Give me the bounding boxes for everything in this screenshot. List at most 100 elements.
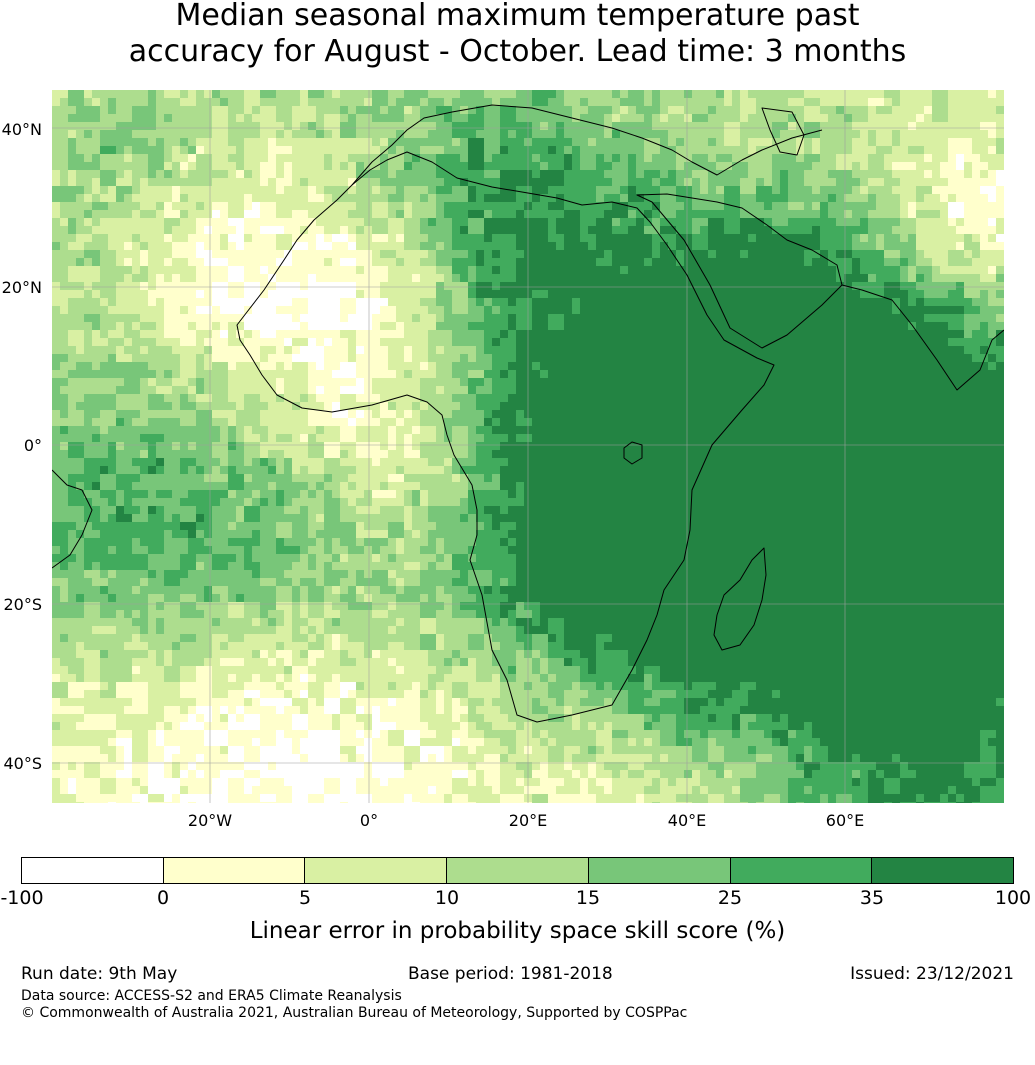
grid-cell bbox=[436, 234, 444, 242]
grid-cell bbox=[716, 410, 724, 418]
grid-cell bbox=[804, 258, 812, 266]
grid-cell bbox=[340, 162, 348, 170]
grid-cell bbox=[380, 378, 388, 386]
grid-cell bbox=[684, 138, 692, 146]
grid-cell bbox=[780, 90, 788, 98]
grid-cell bbox=[124, 138, 132, 146]
grid-cell bbox=[628, 338, 636, 346]
grid-cell bbox=[540, 250, 548, 258]
grid-cell bbox=[188, 130, 196, 138]
grid-cell bbox=[284, 378, 292, 386]
grid-cell bbox=[236, 386, 244, 394]
grid-cell bbox=[172, 90, 180, 98]
grid-cell bbox=[420, 282, 428, 290]
grid-cell bbox=[844, 418, 852, 426]
grid-cell bbox=[132, 386, 140, 394]
grid-cell bbox=[772, 170, 780, 178]
grid-cell bbox=[180, 178, 188, 186]
grid-cell bbox=[268, 266, 276, 274]
grid-cell bbox=[708, 114, 716, 122]
grid-cell bbox=[828, 330, 836, 338]
grid-cell bbox=[684, 226, 692, 234]
grid-cell bbox=[924, 410, 932, 418]
grid-cell bbox=[452, 394, 460, 402]
grid-cell bbox=[860, 130, 868, 138]
grid-cell bbox=[436, 162, 444, 170]
grid-cell bbox=[412, 170, 420, 178]
grid-cell bbox=[212, 402, 220, 410]
grid-cell bbox=[948, 402, 956, 410]
grid-cell bbox=[364, 370, 372, 378]
grid-cell bbox=[372, 354, 380, 362]
grid-cell bbox=[804, 338, 812, 346]
grid-cell bbox=[476, 266, 484, 274]
grid-cell bbox=[284, 178, 292, 186]
grid-cell bbox=[548, 114, 556, 122]
grid-cell bbox=[380, 226, 388, 234]
grid-cell bbox=[532, 394, 540, 402]
grid-cell bbox=[52, 106, 60, 114]
grid-cell bbox=[676, 298, 684, 306]
grid-cell bbox=[628, 354, 636, 362]
grid-cell bbox=[716, 322, 724, 330]
grid-cell bbox=[684, 378, 692, 386]
grid-cell bbox=[804, 178, 812, 186]
grid-cell bbox=[836, 410, 844, 418]
grid-cell bbox=[788, 146, 796, 154]
grid-cell bbox=[492, 170, 500, 178]
grid-cell bbox=[228, 386, 236, 394]
grid-cell bbox=[652, 186, 660, 194]
grid-cell bbox=[756, 194, 764, 202]
grid-cell bbox=[156, 314, 164, 322]
grid-cell bbox=[636, 410, 644, 418]
grid-cell bbox=[308, 370, 316, 378]
grid-cell bbox=[164, 354, 172, 362]
grid-cell bbox=[180, 282, 188, 290]
grid-cell bbox=[588, 250, 596, 258]
grid-cell bbox=[988, 314, 996, 322]
grid-cell bbox=[252, 282, 260, 290]
grid-cell bbox=[860, 410, 868, 418]
grid-cell bbox=[516, 402, 524, 410]
grid-cell bbox=[132, 186, 140, 194]
grid-cell bbox=[500, 106, 508, 114]
grid-cell bbox=[172, 210, 180, 218]
grid-cell bbox=[716, 106, 724, 114]
grid-cell bbox=[348, 130, 356, 138]
grid-cell bbox=[108, 266, 116, 274]
grid-cell bbox=[492, 410, 500, 418]
grid-cell bbox=[476, 154, 484, 162]
grid-cell bbox=[908, 234, 916, 242]
grid-cell bbox=[964, 90, 972, 98]
grid-cell bbox=[180, 298, 188, 306]
grid-cell bbox=[940, 242, 948, 250]
grid-cell bbox=[428, 306, 436, 314]
grid-cell bbox=[140, 194, 148, 202]
grid-cell bbox=[76, 122, 84, 130]
grid-cell bbox=[708, 298, 716, 306]
grid-cell bbox=[220, 90, 228, 98]
grid-cell bbox=[900, 314, 908, 322]
grid-cell bbox=[604, 234, 612, 242]
grid-cell bbox=[764, 330, 772, 338]
grid-cell bbox=[596, 282, 604, 290]
grid-cell bbox=[764, 170, 772, 178]
grid-cell bbox=[636, 138, 644, 146]
grid-cell bbox=[924, 186, 932, 194]
grid-cell bbox=[716, 250, 724, 258]
grid-cell bbox=[60, 354, 68, 362]
grid-cell bbox=[780, 122, 788, 130]
grid-cell bbox=[212, 114, 220, 122]
grid-cell bbox=[948, 186, 956, 194]
grid-cell bbox=[540, 258, 548, 266]
grid-cell bbox=[452, 338, 460, 346]
grid-cell bbox=[388, 290, 396, 298]
grid-cell bbox=[652, 146, 660, 154]
grid-cell bbox=[508, 130, 516, 138]
grid-cell bbox=[940, 122, 948, 130]
grid-cell bbox=[68, 354, 76, 362]
grid-cell bbox=[428, 322, 436, 330]
grid-cell bbox=[556, 234, 564, 242]
grid-cell bbox=[916, 354, 924, 362]
grid-cell bbox=[500, 250, 508, 258]
